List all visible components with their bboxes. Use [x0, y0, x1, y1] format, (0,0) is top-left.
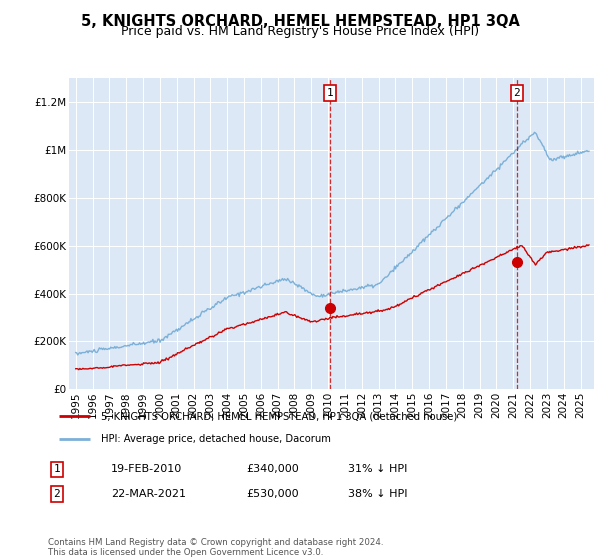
Text: 2: 2: [53, 489, 61, 499]
Text: 2: 2: [514, 88, 520, 98]
Text: Contains HM Land Registry data © Crown copyright and database right 2024.
This d: Contains HM Land Registry data © Crown c…: [48, 538, 383, 557]
Text: 5, KNIGHTS ORCHARD, HEMEL HEMPSTEAD, HP1 3QA (detached house): 5, KNIGHTS ORCHARD, HEMEL HEMPSTEAD, HP1…: [101, 411, 457, 421]
Text: HPI: Average price, detached house, Dacorum: HPI: Average price, detached house, Daco…: [101, 434, 331, 444]
Text: 5, KNIGHTS ORCHARD, HEMEL HEMPSTEAD, HP1 3QA: 5, KNIGHTS ORCHARD, HEMEL HEMPSTEAD, HP1…: [80, 14, 520, 29]
Text: £530,000: £530,000: [246, 489, 299, 499]
Text: 38% ↓ HPI: 38% ↓ HPI: [348, 489, 407, 499]
Text: 1: 1: [327, 88, 334, 98]
Text: £340,000: £340,000: [246, 464, 299, 474]
Text: Price paid vs. HM Land Registry's House Price Index (HPI): Price paid vs. HM Land Registry's House …: [121, 25, 479, 38]
Text: 22-MAR-2021: 22-MAR-2021: [111, 489, 186, 499]
Text: 19-FEB-2010: 19-FEB-2010: [111, 464, 182, 474]
Text: 1: 1: [53, 464, 61, 474]
Text: 31% ↓ HPI: 31% ↓ HPI: [348, 464, 407, 474]
